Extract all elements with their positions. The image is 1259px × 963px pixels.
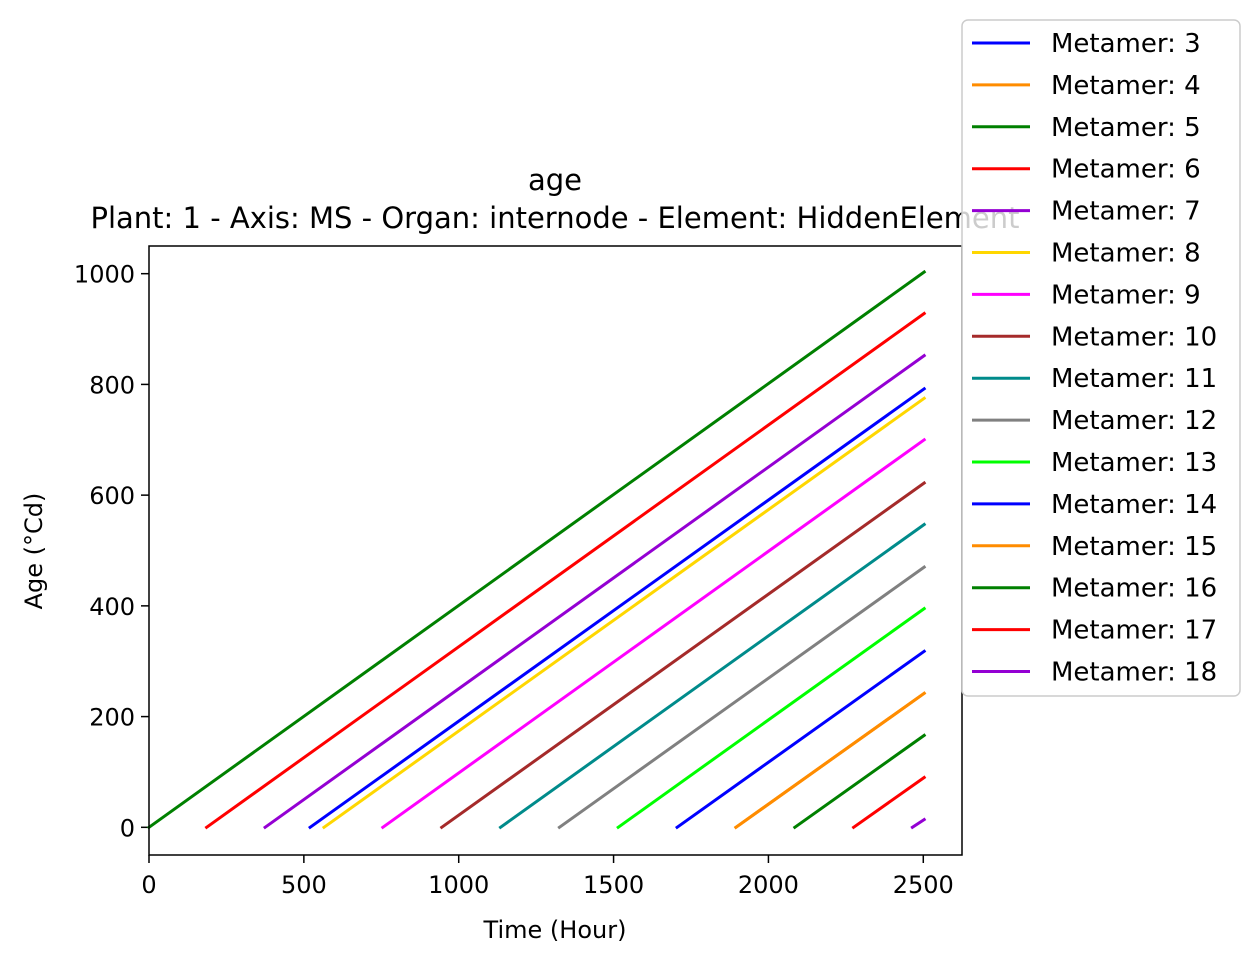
series-line-4 bbox=[204, 311, 927, 830]
x-axis-label: Time (Hour) bbox=[483, 916, 627, 944]
x-tick-label: 2000 bbox=[738, 871, 799, 899]
series-line-14 bbox=[792, 733, 927, 830]
legend-label: Metamer: 5 bbox=[1051, 113, 1201, 143]
y-tick-label: 600 bbox=[89, 482, 135, 510]
legend-label: Metamer: 16 bbox=[1051, 574, 1217, 604]
chart-subtitle: Plant: 1 - Axis: MS - Organ: internode -… bbox=[90, 201, 1019, 235]
series-line-10 bbox=[557, 565, 927, 830]
legend-label: Metamer: 10 bbox=[1051, 322, 1217, 352]
y-axis-label: Age (°Cd) bbox=[20, 493, 48, 610]
series-line-1 bbox=[308, 386, 927, 830]
legend-label: Metamer: 3 bbox=[1051, 29, 1201, 59]
legend-label: Metamer: 8 bbox=[1051, 239, 1201, 269]
legend-label: Metamer: 13 bbox=[1051, 448, 1217, 478]
series-line-11 bbox=[616, 606, 927, 830]
legend-label: Metamer: 6 bbox=[1051, 155, 1201, 185]
series-line-12 bbox=[675, 649, 927, 830]
series-lines bbox=[146, 269, 927, 830]
legend-box bbox=[961, 19, 1241, 697]
x-tick-label: 1500 bbox=[583, 871, 644, 899]
y-tick-label: 400 bbox=[89, 593, 135, 621]
series-line-5 bbox=[263, 353, 927, 830]
y-tick-label: 0 bbox=[120, 814, 135, 842]
series-line-15 bbox=[851, 775, 927, 830]
legend-label: Metamer: 12 bbox=[1051, 406, 1217, 436]
chart-title: age bbox=[528, 163, 582, 197]
legend-label: Metamer: 9 bbox=[1051, 280, 1201, 310]
legend-label: Metamer: 7 bbox=[1051, 197, 1201, 227]
legend: Metamer: 3 Metamer: 4 Metamer: 5 Metamer: 6… bbox=[961, 19, 1241, 697]
series-line-3 bbox=[146, 269, 927, 830]
legend-label: Metamer: 4 bbox=[1051, 71, 1201, 101]
plot-frame bbox=[148, 245, 963, 856]
x-tick-label: 2500 bbox=[893, 871, 954, 899]
y-tick-label: 800 bbox=[89, 371, 135, 399]
legend-label: Metamer: 14 bbox=[1051, 490, 1217, 520]
series-line-9 bbox=[498, 522, 927, 830]
y-tick-label: 200 bbox=[89, 704, 135, 732]
series-line-7 bbox=[380, 437, 927, 830]
series-line-8 bbox=[439, 480, 927, 830]
y-tick-label: 1000 bbox=[74, 261, 135, 289]
legend-label: Metamer: 11 bbox=[1051, 364, 1217, 394]
x-tick-label: 500 bbox=[281, 871, 327, 899]
series-line-16 bbox=[910, 817, 927, 830]
x-tick-label: 0 bbox=[141, 871, 156, 899]
legend-label: Metamer: 18 bbox=[1051, 658, 1217, 688]
x-tick-label: 1000 bbox=[428, 871, 489, 899]
legend-label: Metamer: 15 bbox=[1051, 532, 1217, 562]
series-line-13 bbox=[733, 691, 927, 830]
legend-label: Metamer: 17 bbox=[1051, 616, 1217, 646]
axis-ticks: 0 500 1000 1500 2000 2500 0 200 400 600 800 1000 bbox=[74, 261, 954, 899]
series-line-6 bbox=[321, 396, 927, 830]
